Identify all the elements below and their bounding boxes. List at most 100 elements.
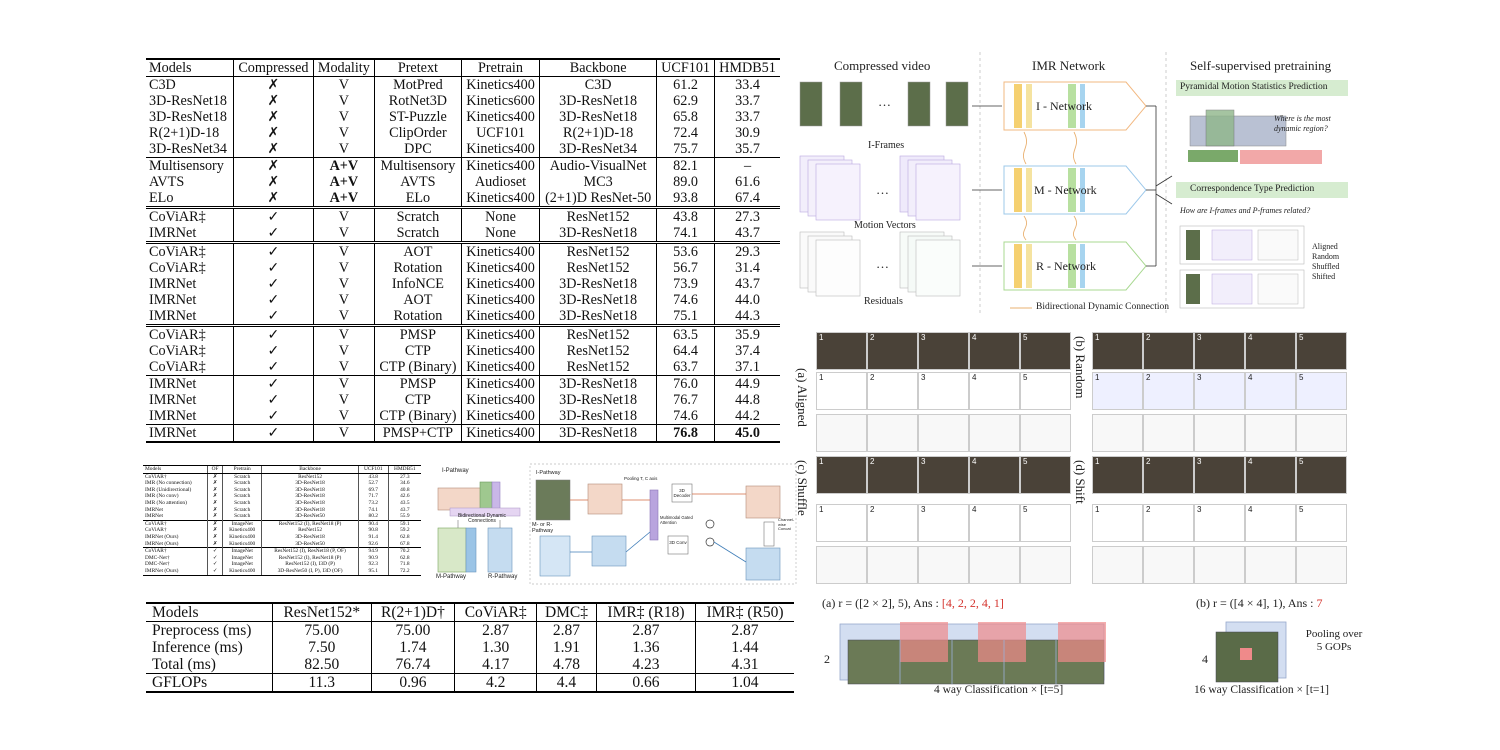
table-cell: 44.2 [713, 408, 780, 425]
table-cell: 63.5 [656, 324, 715, 343]
frame-thumbnail: 4 [969, 504, 1020, 542]
frame-thumbnail: 1 [816, 456, 867, 494]
frame-number: 2 [870, 457, 875, 466]
table-cell: 11.3 [272, 673, 372, 693]
pmsp-a-side: 2 [824, 652, 830, 666]
frame-number: 1 [819, 457, 824, 466]
frame-number: 1 [819, 333, 824, 342]
i-pathway2-label: I-Pathway [536, 470, 561, 476]
table-cell: IMRNet (Ours) [145, 540, 179, 547]
table-cell: ResNet152 (I), ResNet18 (P) [261, 554, 359, 562]
frame-thumbnail [1245, 414, 1296, 452]
frame-thumbnail: 1 [1092, 504, 1143, 542]
table-cell: Inference (ms) [152, 639, 243, 656]
frame-thumbnail: 2 [867, 372, 918, 410]
table-cell: V [312, 343, 375, 359]
frame-thumbnail: 3 [918, 456, 969, 494]
table-row: DMC-Net† ✓ ImageNet ResNet152 (I), I3D (P) 9… [143, 561, 421, 568]
table-cell: ✓ [207, 547, 223, 555]
m-pathway-block [437, 527, 467, 573]
frame-thumbnail: 5 [1296, 332, 1347, 370]
frame-thumbnail: 4 [1245, 372, 1296, 410]
table-cell: Multisensory [373, 157, 462, 174]
frame-number: 4 [972, 333, 977, 342]
frame-thumbnail [1296, 546, 1347, 584]
mr-input-block [539, 535, 571, 577]
table-cell: 34.6 [387, 480, 421, 487]
table-row: CoViAR‡ ✓ V CTP (Binary) Kinetics400 ResNet15… [146, 359, 780, 376]
frame-number: 3 [1197, 457, 1202, 466]
table-cell: 70.2 [387, 547, 421, 555]
table-row: CoViAR† ✗ Scratch ResNet152 43.8 27.3 [143, 473, 421, 481]
table-cell: Kinetics400 [460, 260, 540, 276]
table-cell: V [312, 109, 375, 125]
table-cell: 4.2 [454, 673, 537, 693]
table-row: IMRNet ✗ Scratch 3D-ResNet18 74.1 43.7 [143, 506, 421, 514]
shift-label: (d) Shift [1073, 460, 1088, 504]
bdc-label: Bidirectional Dynamic Connections [457, 513, 507, 524]
r-pathway-block [487, 527, 513, 573]
architecture-figure: Compressed video IMR Network Self-superv… [796, 52, 1366, 320]
frame-thumbnail [969, 414, 1020, 452]
table-cell: ST-Puzzle [373, 109, 462, 125]
table-cell: ✓ [232, 343, 314, 359]
table-cell: Scratch [222, 480, 262, 487]
aligned-label: (a) Aligned [795, 368, 810, 427]
table-cell: PMSP [373, 375, 462, 392]
table-cell: V [312, 308, 375, 326]
table-cell: 3D-ResNet34 [539, 141, 657, 158]
table-cell: Kinetics400 [460, 141, 540, 158]
table-row: IMRNet (Ours) ✗ Kinetics400 3D-ResNet18 91.4… [143, 533, 421, 541]
column-header: IMR‡ (R18) [595, 602, 696, 622]
table-cell: 7.50 [272, 639, 372, 656]
efficiency-table-body: Preprocess (ms) 75.00 75.00 2.87 2.87 2.87 2.8… [146, 621, 794, 693]
ablation-table-header: Models OF Pretrain Backbone UCF101 HMDB51 [143, 465, 421, 474]
mgaf-label: Multimodal Gated Attention [660, 515, 693, 525]
column-header: Compressed [232, 58, 314, 77]
r-pathway-label: R-Pathway [488, 574, 518, 580]
frame-thumbnail: 1 [816, 332, 867, 370]
table-cell: ✓ [232, 206, 314, 225]
table-cell: Kinetics400 [460, 76, 540, 93]
table-cell: 3D-ResNet18 [149, 93, 228, 109]
pmsp-a-answer: [4, 2, 2, 4, 1] [941, 596, 1004, 610]
table-cell: 64.4 [656, 343, 715, 359]
table-cell: 4.4 [536, 673, 597, 693]
table-cell: ✗ [207, 527, 223, 534]
table-cell: 30.9 [713, 125, 780, 141]
table-cell: 67.4 [713, 190, 780, 208]
table-cell: IMRNet [149, 276, 197, 292]
table-cell: ✗ [207, 493, 223, 500]
table-cell: ResNet152 [261, 473, 359, 481]
table-cell: CTP [373, 343, 462, 359]
frame-number: 2 [1146, 505, 1151, 514]
table-cell: 43.5 [387, 499, 421, 507]
ellipsis-2: … [876, 182, 889, 197]
ellipsis-3: … [876, 256, 889, 271]
table-cell: Kinetics400 [460, 292, 540, 308]
table-row: ELo ✗ A+V ELo Kinetics400 (2+1)D ResNet-50 93.… [146, 190, 780, 208]
table-cell: IMRNet [149, 392, 197, 408]
table-cell: ✗ [232, 190, 314, 208]
column-header: HMDB51 [387, 465, 421, 474]
frame-thumbnail: 4 [969, 332, 1020, 370]
ssp-title: Self-supervised pretraining [1190, 58, 1332, 73]
table-cell: Kinetics400 [460, 343, 540, 359]
frame-thumbnail: 3 [918, 332, 969, 370]
table-cell: 75.00 [272, 621, 372, 639]
column-header: ResNet152* [272, 602, 372, 622]
table-row: IMRNet ✓ V PMSP Kinetics400 3D-ResNet18 76.0 44… [146, 375, 780, 392]
table-cell: ✓ [232, 324, 314, 343]
frame-number: 4 [972, 457, 977, 466]
table-cell: ✓ [232, 359, 314, 376]
frame-thumbnail: 5 [1020, 456, 1071, 494]
ctp-type-shuffled: Shuffled [1312, 262, 1340, 271]
frame-thumbnail: 3 [1194, 456, 1245, 494]
table-cell: CoViAR‡ [146, 241, 234, 260]
table-row: IMRNet ✓ V InfoNCE Kinetics400 3D-ResNet18 73.… [146, 276, 780, 292]
table-row: CoViAR‡ ✓ V Rotation Kinetics400 ResNet152 56.… [146, 260, 780, 276]
table-row: CoViAR† ✗ ImageNet ResNet152 (I), ResNet18 … [143, 519, 421, 528]
table-cell: 74.6 [656, 408, 715, 425]
table-cell: Kinetics400 [460, 359, 540, 376]
column-header: Models [143, 465, 208, 474]
